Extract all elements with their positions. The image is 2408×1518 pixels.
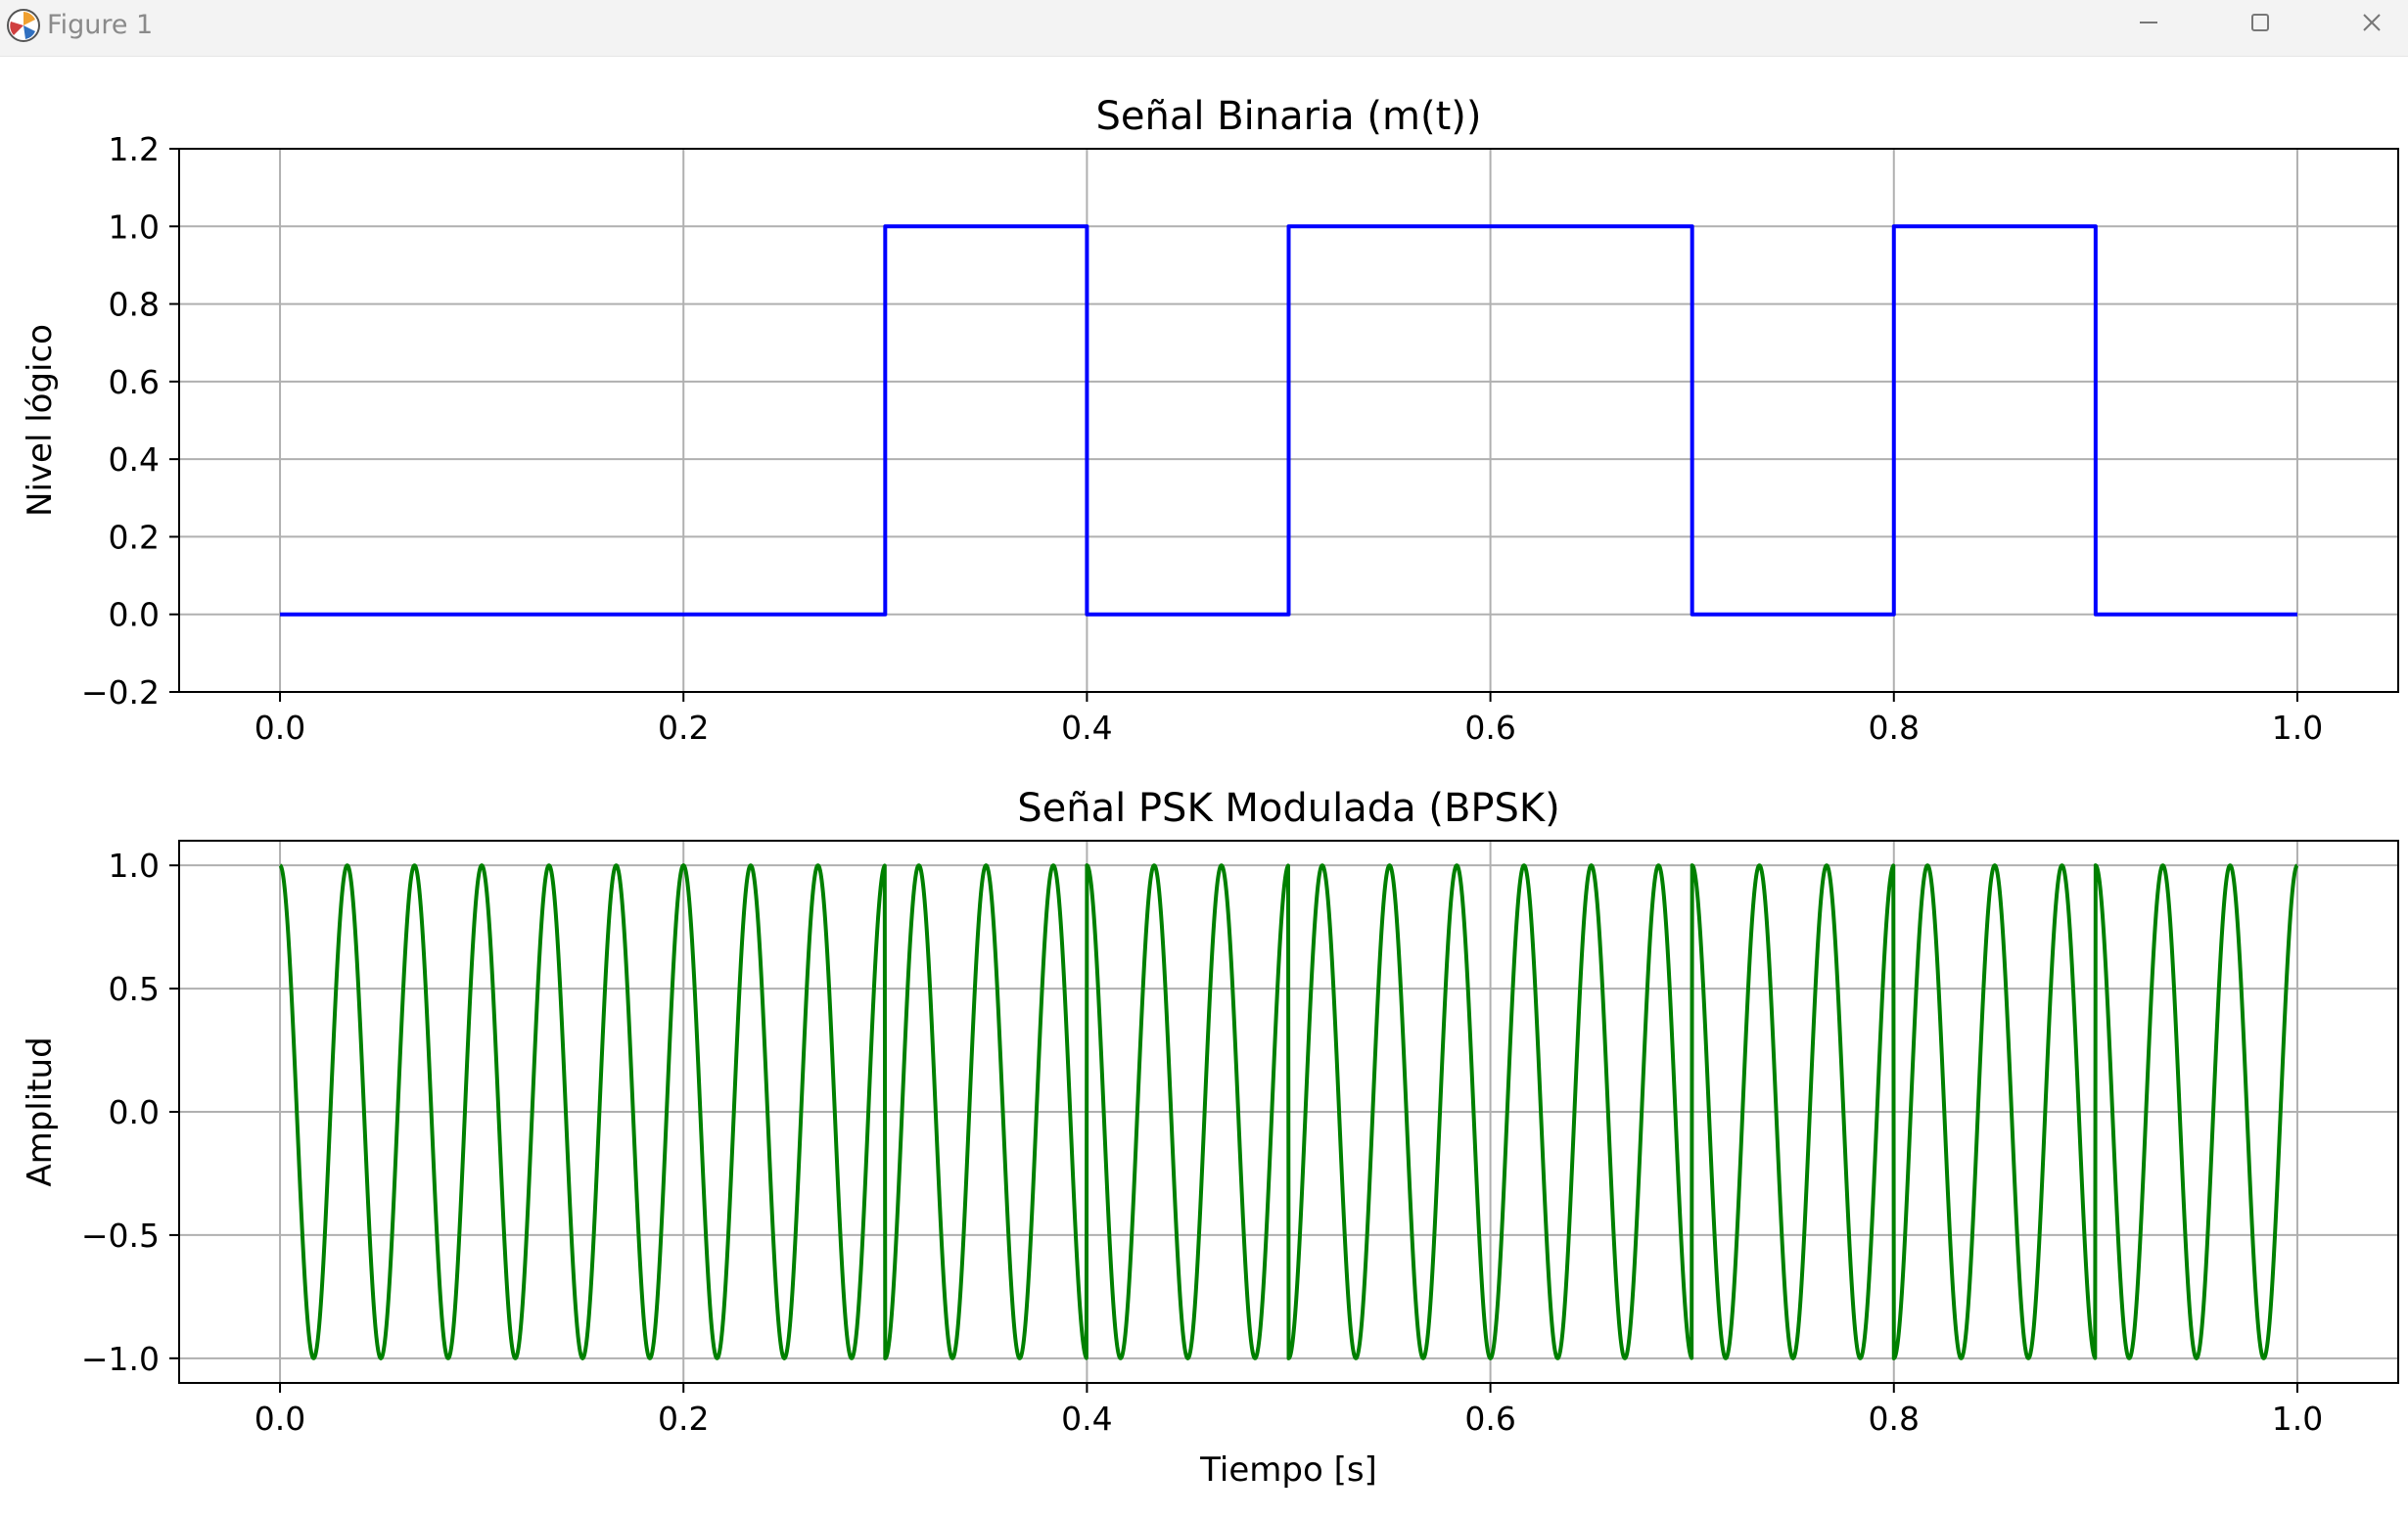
y-tick-label: 0.8 — [109, 286, 160, 324]
chart-title: Señal Binaria (m(t)) — [1096, 94, 1482, 139]
y-tick-label: −0.2 — [81, 673, 160, 712]
x-axis-label: Tiempo [s] — [1199, 1450, 1377, 1490]
series-line-1 — [280, 224, 2297, 617]
y-tick-label: 0.4 — [109, 440, 160, 479]
x-tick-label: 1.0 — [2272, 709, 2323, 747]
x-tick-label: 0.2 — [658, 1400, 709, 1438]
maximize-button[interactable] — [2206, 0, 2314, 45]
x-tick-label: 1.0 — [2272, 1400, 2323, 1438]
window-titlebar: Figure 1 — [0, 0, 2408, 57]
y-axis-label: Amplitud — [21, 1036, 60, 1186]
x-tick-label: 0.2 — [658, 709, 709, 747]
matplotlib-app-icon — [4, 6, 43, 45]
chart-title: Señal PSK Modulada (BPSK) — [1017, 786, 1560, 831]
close-icon — [2363, 14, 2381, 31]
figure-canvas: 0.0 0.2 0.4 0.6 0.8 1.0 −0.2 0.0 0.2 0.4 0.6 0.8 1.0… — [0, 57, 2408, 1514]
window-title: Figure 1 — [47, 10, 154, 40]
x-tick-label: 0.6 — [1464, 709, 1515, 747]
x-tick-label: 0.6 — [1464, 1400, 1515, 1438]
minimize-button[interactable] — [2095, 0, 2202, 45]
x-tick-label: 0.0 — [255, 709, 305, 747]
y-tick-label: −1.0 — [81, 1340, 160, 1378]
x-tick-label: 0.8 — [1869, 709, 1920, 747]
y-tick-label: 0.2 — [109, 518, 160, 556]
x-tick-label: 0.4 — [1061, 1400, 1112, 1438]
x-tick-label: 0.8 — [1869, 1400, 1920, 1438]
x-tick-label: 0.0 — [255, 1400, 305, 1438]
figure-svg: 0.0 0.2 0.4 0.6 0.8 1.0 −0.2 0.0 0.2 0.4 0.6 0.8 1.0… — [21, 94, 2399, 1490]
y-tick-label: 1.0 — [109, 207, 160, 246]
axes-1: 0.0 0.2 0.4 0.6 0.8 1.0 −0.2 0.0 0.2 0.4 0.6 0.8 1.0… — [21, 94, 2399, 747]
y-tick-label: 1.2 — [109, 130, 160, 168]
y-tick-label: 0.0 — [109, 1093, 160, 1131]
minimize-icon — [2140, 22, 2157, 23]
axes-frame — [178, 148, 2399, 693]
y-tick-label: 0.5 — [109, 970, 160, 1008]
maximize-icon — [2251, 14, 2269, 31]
y-tick-label: 0.0 — [109, 596, 160, 634]
x-tick-label: 0.4 — [1061, 709, 1112, 747]
axes-2: 0.0 0.2 0.4 0.6 0.8 1.0 −1.0 −0.5 0.0 0.5 1.0 Señal… — [21, 786, 2399, 1490]
y-tick-label: −0.5 — [81, 1217, 160, 1255]
y-tick-label: 1.0 — [109, 847, 160, 885]
y-tick-label: 0.6 — [109, 363, 160, 401]
series-line-2 — [278, 863, 2299, 1360]
close-button[interactable] — [2318, 0, 2408, 45]
y-axis-label: Nivel lógico — [21, 324, 60, 517]
